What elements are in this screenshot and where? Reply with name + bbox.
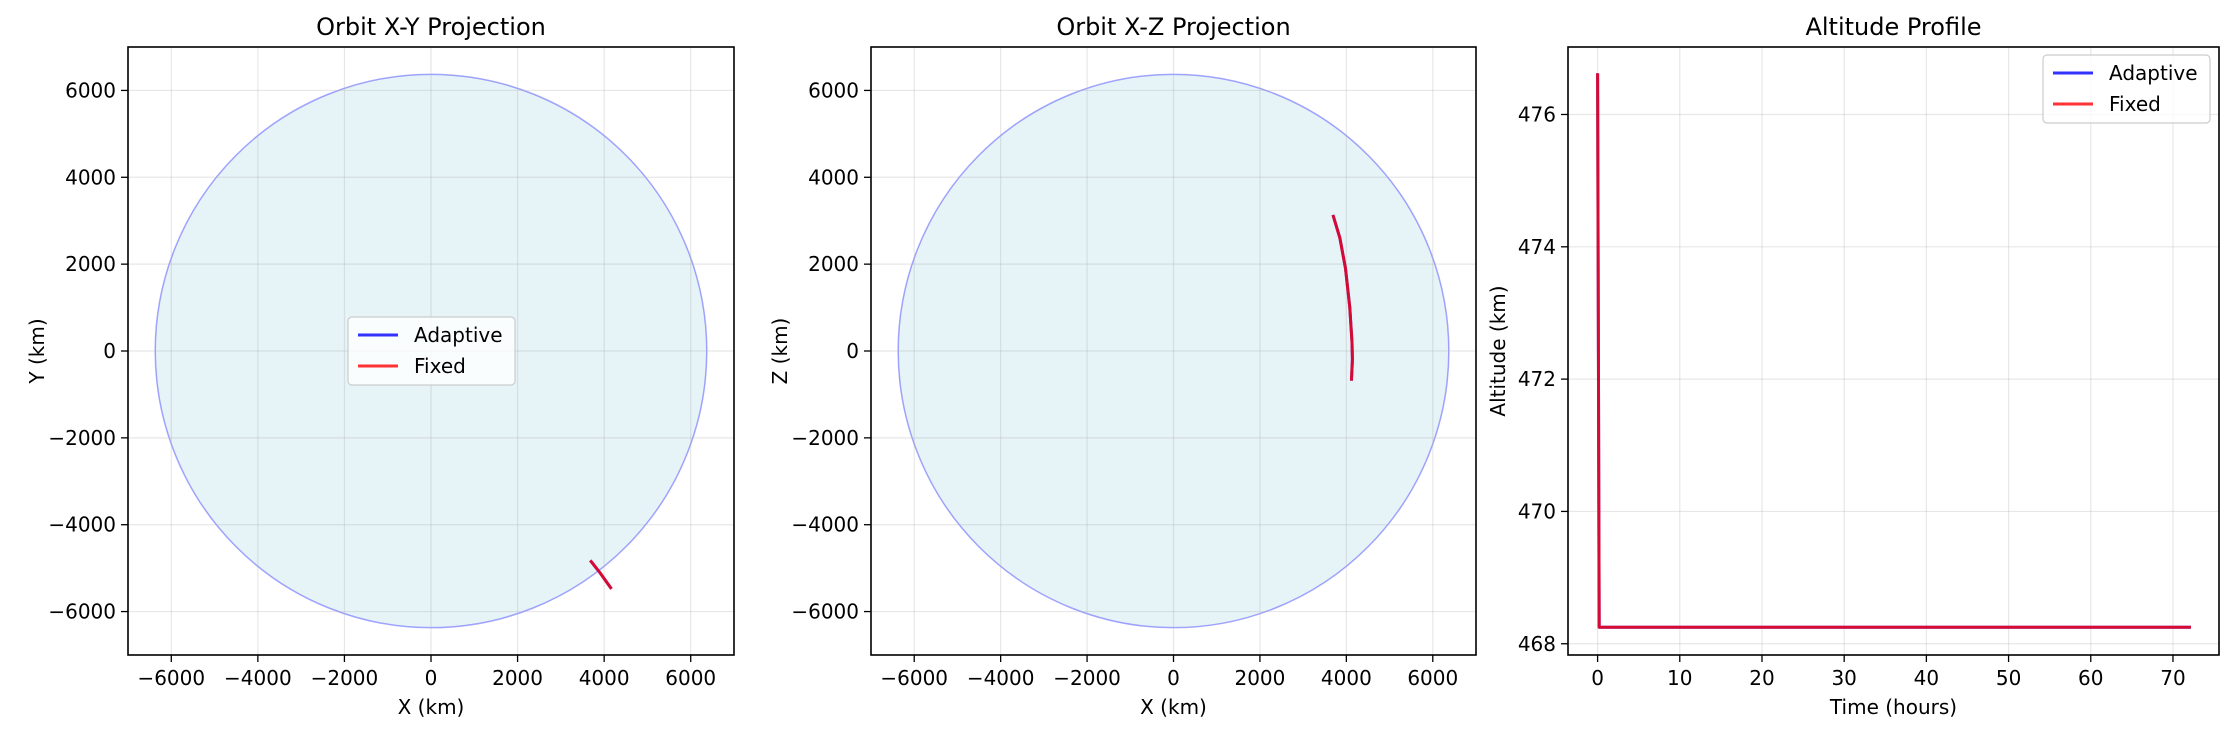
y-tick-label: 474 (1518, 235, 1556, 259)
x-tick-label: −2000 (1053, 666, 1121, 690)
series-line-fixed (1331, 214, 1354, 381)
y-tick-label: 0 (846, 339, 859, 363)
y-tick-label: 4000 (808, 165, 859, 189)
y-tick-label: −2000 (791, 426, 859, 450)
x-tick-label: 2000 (1234, 666, 1285, 690)
legend-label-adaptive: Adaptive (414, 323, 503, 347)
y-axis-label: Altitude (km) (1486, 285, 1510, 416)
x-axis-label: X (km) (1140, 695, 1207, 719)
x-tick-label: 60 (2078, 666, 2103, 690)
x-tick-label: 70 (2160, 666, 2185, 690)
x-tick-label: −4000 (967, 666, 1035, 690)
axes-frame (1567, 46, 2220, 656)
legend-label-adaptive: Adaptive (2109, 61, 2198, 85)
y-tick-label: 2000 (808, 252, 859, 276)
series-line-adaptive (1596, 73, 2191, 629)
x-tick-label: 0 (1167, 666, 1180, 690)
x-tick-label: 50 (1996, 666, 2021, 690)
y-axis-label: Y (km) (25, 318, 49, 384)
x-tick-label: 2000 (492, 666, 543, 690)
x-tick-label: 4000 (1321, 666, 1372, 690)
y-tick-label: −4000 (48, 513, 116, 537)
y-tick-label: −4000 (791, 513, 859, 537)
x-axis-label: Time (hours) (1829, 695, 1957, 719)
series-line-fixed (1596, 73, 2191, 629)
x-tick-label: 10 (1667, 666, 1692, 690)
y-tick-label: 472 (1518, 367, 1556, 391)
y-tick-label: −6000 (791, 600, 859, 624)
x-tick-label: 20 (1749, 666, 1774, 690)
y-tick-label: −6000 (48, 600, 116, 624)
y-tick-label: −2000 (48, 426, 116, 450)
y-axis-label: Z (km) (768, 318, 792, 385)
series-line-fixed (589, 559, 613, 590)
x-tick-label: −4000 (224, 666, 292, 690)
y-tick-label: 6000 (808, 78, 859, 102)
legend: Adaptive Fixed (2042, 54, 2211, 124)
x-tick-label: 4000 (579, 666, 630, 690)
chart-title: Orbit X-Z Projection (1056, 13, 1290, 41)
legend-label-fixed: Fixed (414, 354, 466, 378)
y-tick-label: 470 (1518, 499, 1556, 523)
legend-label-fixed: Fixed (2109, 92, 2161, 116)
x-tick-label: 0 (1591, 666, 1604, 690)
x-tick-label: 6000 (1407, 666, 1458, 690)
y-tick-label: 4000 (65, 165, 116, 189)
y-tick-label: 2000 (65, 252, 116, 276)
x-tick-label: −6000 (137, 666, 205, 690)
x-tick-label: 6000 (665, 666, 716, 690)
y-tick-label: 468 (1518, 632, 1556, 656)
x-tick-label: 0 (425, 666, 438, 690)
chart-3: 0 10 20 30 40 50 60 70 468 470 472 474 476 Altitude P… (1486, 13, 2220, 719)
earth-disk (897, 73, 1450, 629)
y-tick-label: 476 (1518, 102, 1556, 126)
x-tick-label: 40 (1914, 666, 1939, 690)
legend: Adaptive Fixed (347, 316, 516, 386)
chart-2: −6000 −4000 −2000 0 2000 4000 6000 −6000 −4000 −2… (768, 13, 1477, 719)
y-tick-label: 0 (103, 339, 116, 363)
x-tick-label: −2000 (311, 666, 379, 690)
x-tick-label: 30 (1831, 666, 1856, 690)
chart-title: Altitude Profile (1805, 13, 1981, 41)
y-tick-label: 6000 (65, 78, 116, 102)
x-tick-label: −6000 (880, 666, 948, 690)
chart-1: −6000 −4000 −2000 0 2000 4000 6000 −6000 −4000 −2… (25, 13, 735, 719)
chart-title: Orbit X-Y Projection (316, 13, 546, 41)
x-axis-label: X (km) (398, 695, 465, 719)
